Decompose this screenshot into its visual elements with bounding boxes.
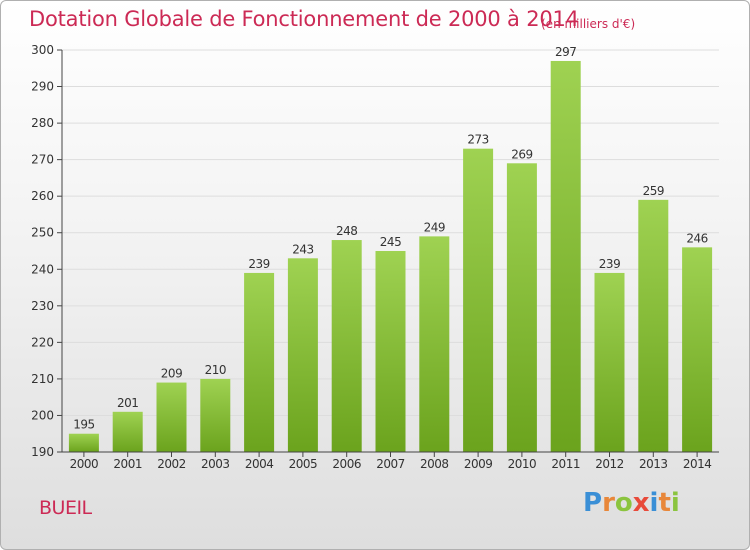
x-tick-label: 2006 xyxy=(332,457,361,471)
bar xyxy=(331,240,362,452)
x-tick-label: 2010 xyxy=(508,457,537,471)
bar-value-label: 243 xyxy=(292,242,313,256)
y-tick-label: 220 xyxy=(31,335,54,349)
x-tick-label: 2008 xyxy=(420,457,449,471)
x-tick-label: 2003 xyxy=(201,457,230,471)
bar xyxy=(638,199,669,452)
y-tick-label: 200 xyxy=(31,408,54,422)
x-tick-label: 2014 xyxy=(683,457,712,471)
axes: 190 200 210 220 230 240 250 260 270 280 290 300 2000… xyxy=(31,43,719,471)
bar-value-label: 248 xyxy=(336,224,357,238)
x-tick-label: 2000 xyxy=(70,457,99,471)
proxiti-logo: Proxiti xyxy=(583,488,680,518)
x-tick-label: 2001 xyxy=(113,457,142,471)
bar-value-label: 297 xyxy=(555,45,576,59)
logo-letter: i xyxy=(670,488,680,518)
x-tick-label: 2007 xyxy=(376,457,405,471)
y-tick-label: 290 xyxy=(31,80,54,94)
y-tick-label: 280 xyxy=(31,116,54,130)
data-labels: 195 201 209 210 239 243 248 245 249 273 269 297 239 2… xyxy=(73,45,708,432)
bar-value-label: 249 xyxy=(424,220,445,234)
bar-value-label: 209 xyxy=(161,367,182,381)
bar-value-label: 239 xyxy=(599,257,620,271)
bar xyxy=(463,148,494,452)
x-tick-label: 2002 xyxy=(157,457,186,471)
y-tick-label: 230 xyxy=(31,299,54,313)
logo-letter: P xyxy=(583,488,603,518)
logo-letter: t xyxy=(658,488,671,518)
bar-value-label: 195 xyxy=(73,418,94,432)
bar xyxy=(682,247,713,452)
bar-value-label: 245 xyxy=(380,235,401,249)
y-tick-label: 240 xyxy=(31,262,54,276)
logo-letter: o xyxy=(614,488,633,518)
x-tick-label: 2004 xyxy=(245,457,274,471)
bar xyxy=(287,258,318,452)
bar xyxy=(68,433,99,452)
x-tick-label: 2011 xyxy=(551,457,580,471)
bar-value-label: 269 xyxy=(511,147,532,161)
commune-name: BUEIL xyxy=(39,497,92,519)
y-tick-label: 250 xyxy=(31,226,54,240)
bar xyxy=(506,163,537,453)
bar-value-label: 273 xyxy=(467,133,488,147)
chart-subtitle: (en milliers d'€) xyxy=(541,17,636,31)
y-tick-label: 270 xyxy=(31,153,54,167)
logo-letter: x xyxy=(632,488,650,518)
bar-value-label: 239 xyxy=(248,257,269,271)
bar xyxy=(156,382,187,452)
x-tick-label: 2005 xyxy=(289,457,318,471)
y-tick-label: 300 xyxy=(31,43,54,57)
x-tick-label: 2013 xyxy=(639,457,668,471)
chart-title: Dotation Globale de Fonctionnement de 20… xyxy=(29,7,579,31)
bar-value-label: 259 xyxy=(643,184,664,198)
bar-value-label: 246 xyxy=(686,231,707,245)
x-tick-label: 2012 xyxy=(595,457,624,471)
bars xyxy=(68,60,713,453)
bar xyxy=(200,378,231,452)
bar xyxy=(244,272,275,452)
bar xyxy=(550,60,581,453)
y-tick-label: 210 xyxy=(31,372,54,386)
bar-value-label: 201 xyxy=(117,396,138,410)
logo-letter: r xyxy=(602,488,615,518)
x-tick-label: 2009 xyxy=(464,457,493,471)
bar xyxy=(375,251,406,452)
logo-letter: i xyxy=(649,488,659,518)
bar xyxy=(419,236,450,452)
bar xyxy=(112,411,143,452)
bar-value-label: 210 xyxy=(205,363,226,377)
y-tick-label: 190 xyxy=(31,445,54,459)
y-tick-label: 260 xyxy=(31,189,54,203)
bar xyxy=(594,272,625,452)
